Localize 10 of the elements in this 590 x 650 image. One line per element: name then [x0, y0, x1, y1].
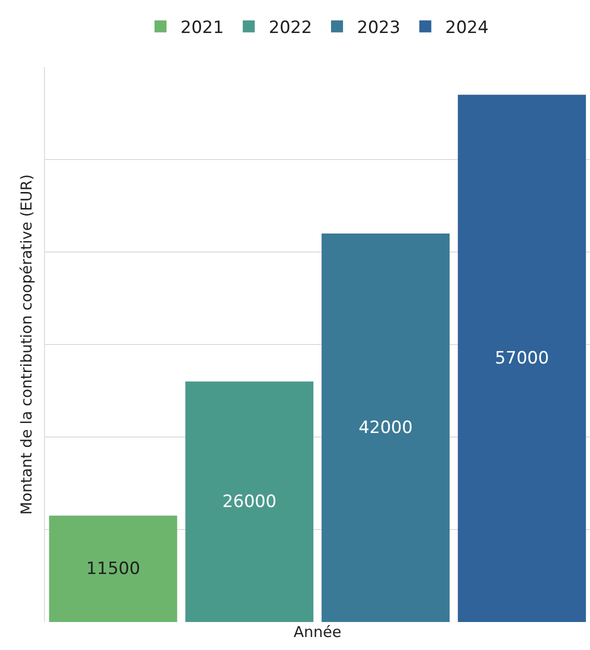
- legend-label: 2024: [445, 18, 489, 38]
- data-label: 26000: [222, 492, 276, 512]
- legend-label: 2021: [180, 18, 224, 38]
- data-label: 11500: [86, 558, 140, 579]
- y-axis-title: Montant de la contribution coopérative (EUR): [17, 174, 36, 515]
- legend-label: 2022: [268, 18, 312, 38]
- x-axis-title: Année: [294, 623, 342, 641]
- data-label: 57000: [494, 348, 549, 368]
- data-label: 42000: [358, 418, 413, 438]
- legend-label: 2023: [357, 18, 400, 38]
